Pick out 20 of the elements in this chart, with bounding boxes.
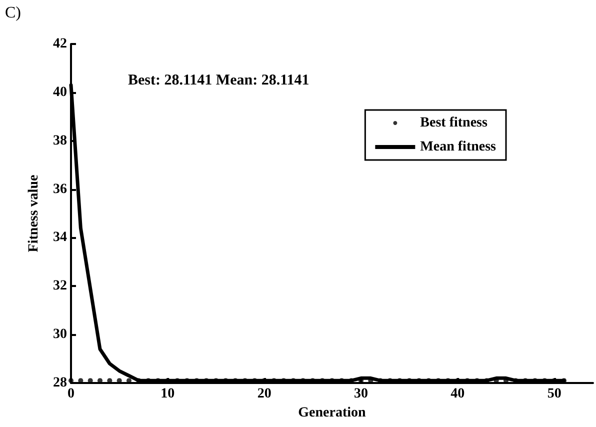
legend-label: Best fitness [420,116,488,130]
y-tick-label: 34 [53,230,67,246]
y-tick-label: 32 [53,278,67,294]
text: Best: 28.1141 Mean: 28.1141 [128,72,310,88]
legend-label: Mean fitness [420,140,497,154]
x-tick-label: 10 [160,386,175,402]
y-tick-label: 40 [53,84,67,100]
text: C) [5,4,21,22]
y-tick-label: 30 [53,327,67,342]
y-tick-label: 36 [53,182,67,197]
x-tick-label: 20 [257,386,272,402]
y-tick-label: 28 [53,376,67,390]
x-axis-title: Generation [298,405,366,420]
x-tick-label: 40 [450,386,465,402]
x-tick-label: 30 [354,386,368,402]
x-tick-label: 0 [68,386,74,402]
x-tick-label: 50 [547,386,562,402]
y-axis-title: Fitness value [26,174,42,252]
y-tick-label: 38 [53,133,67,148]
y-tick-label: 42 [53,36,67,52]
